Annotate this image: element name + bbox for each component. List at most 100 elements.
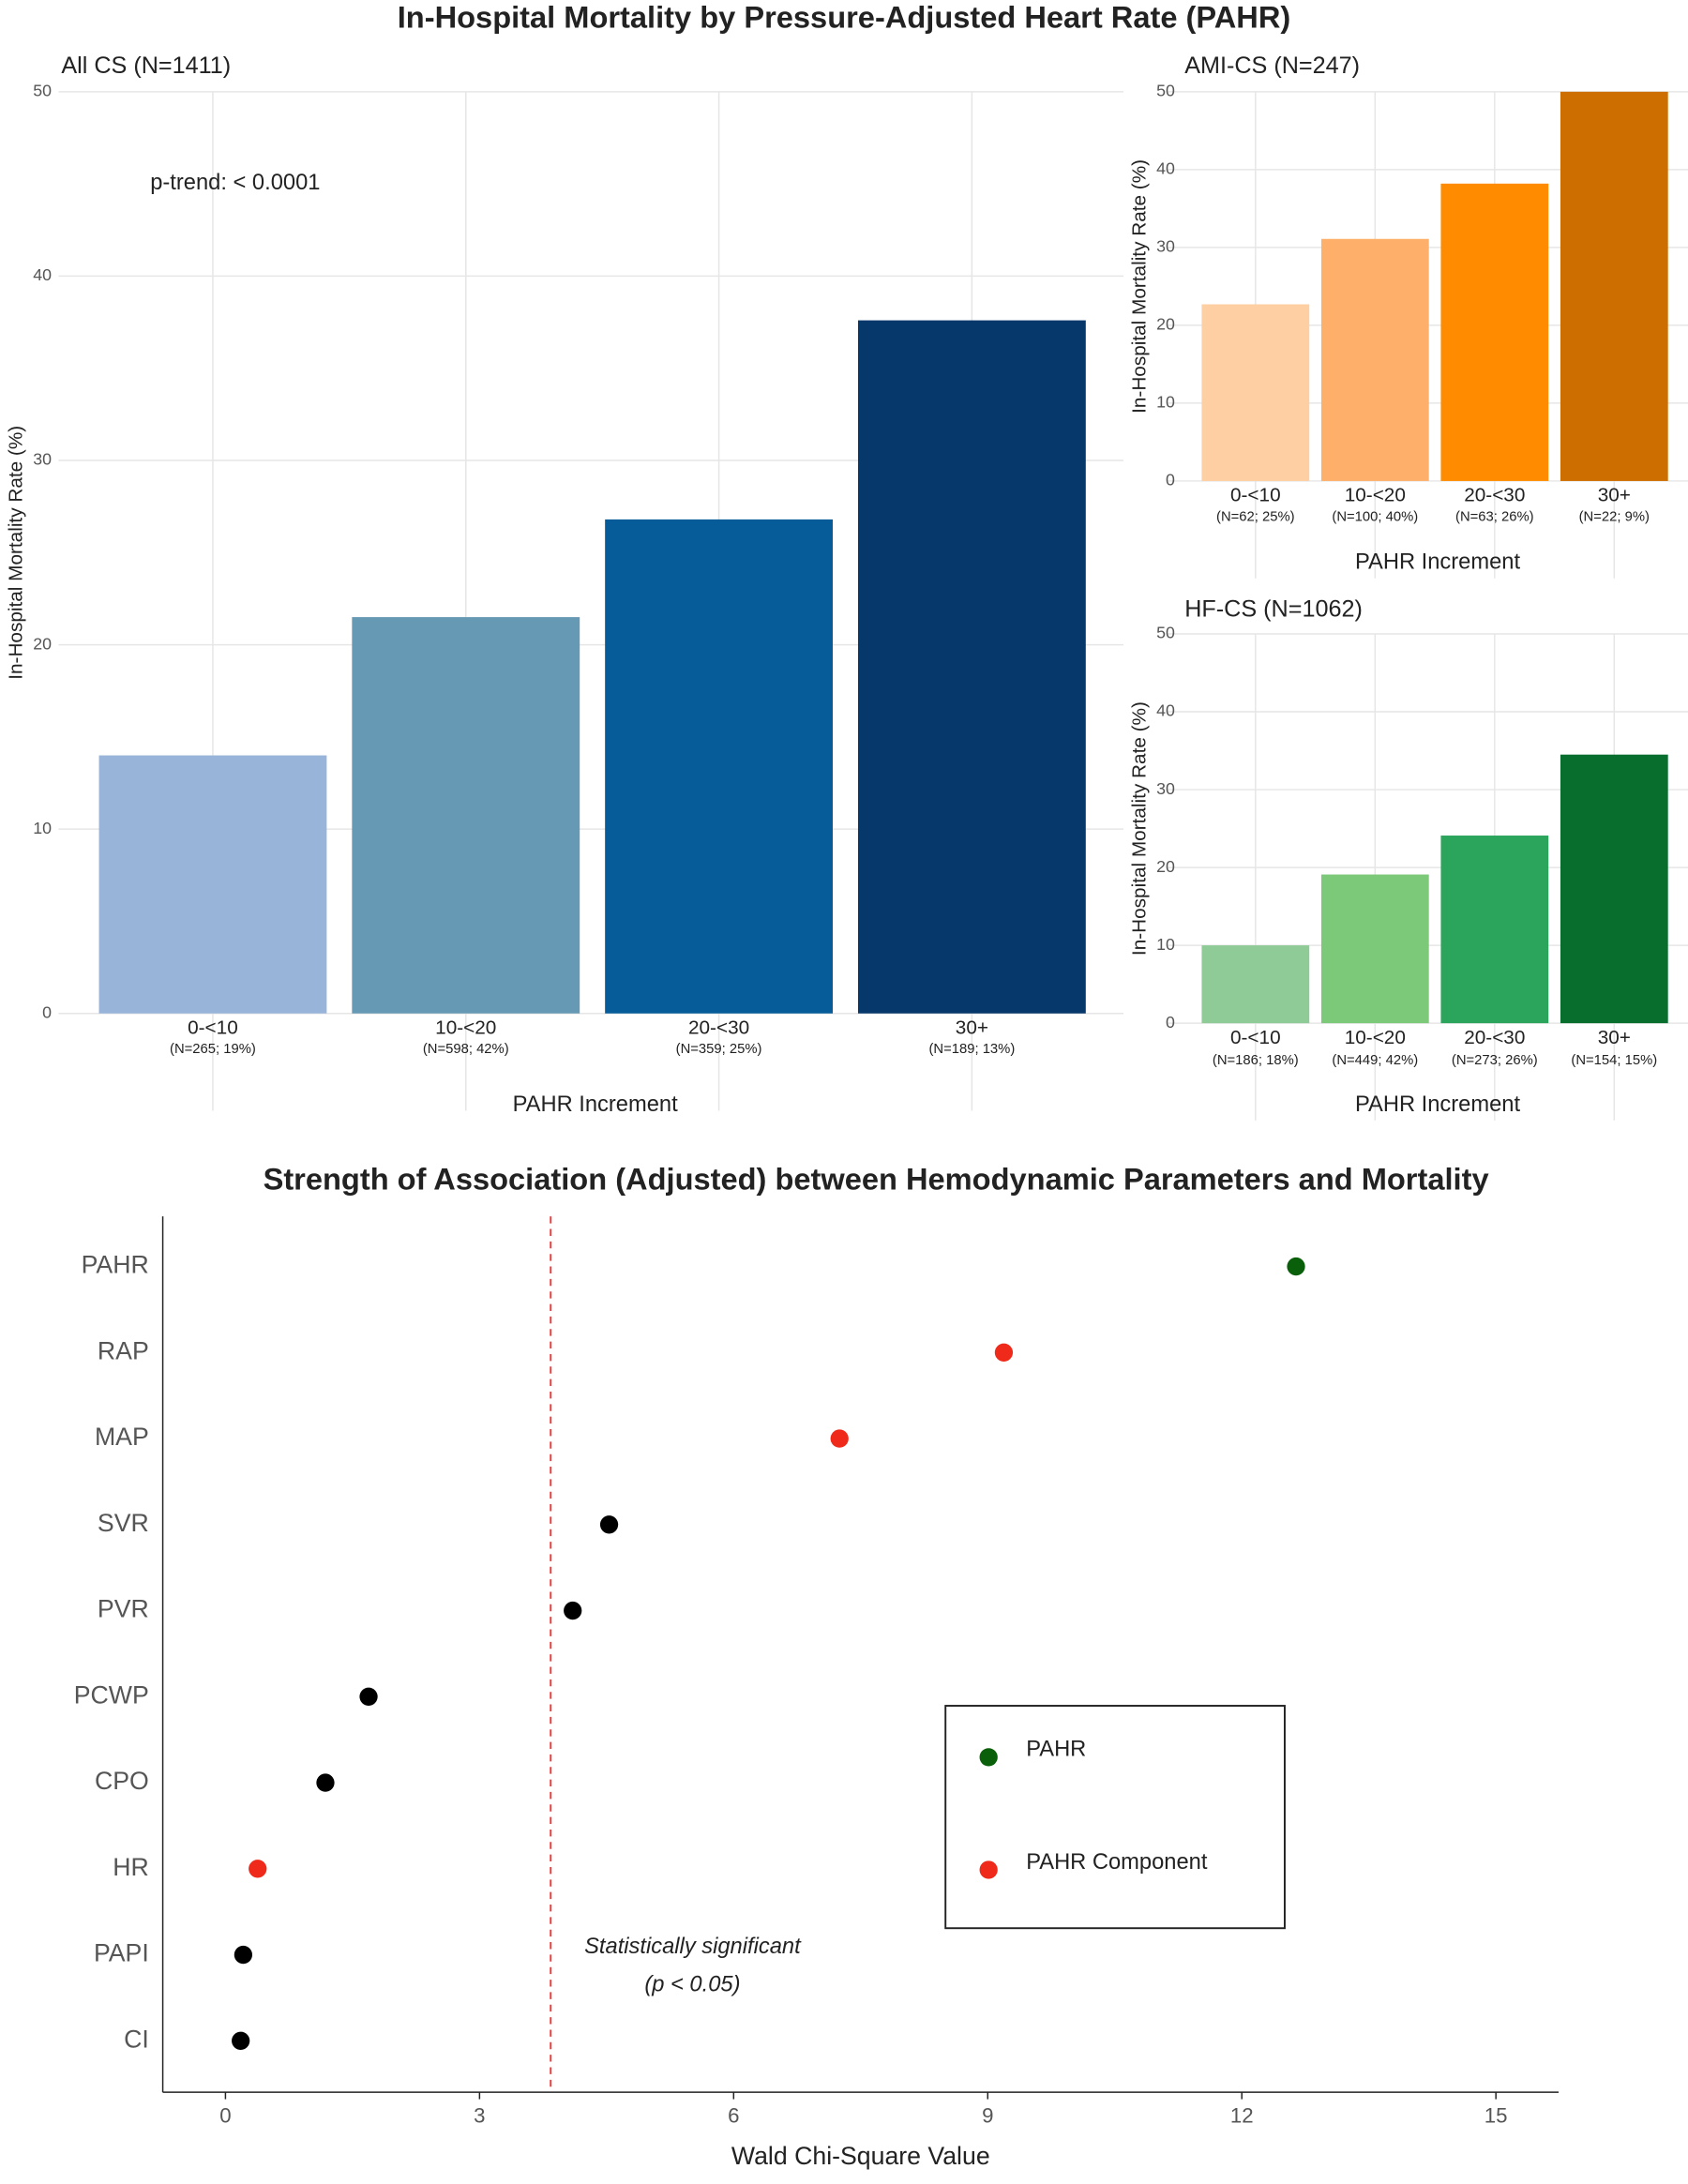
- x-tick-sublabel: (N=449; 42%): [1332, 1053, 1418, 1068]
- x-axis-label: PAHR Increment: [1355, 550, 1520, 575]
- point: [234, 1945, 253, 1965]
- x-tick-label: 10-<20: [435, 1017, 496, 1039]
- x-tick-sublabel: (N=273; 26%): [1452, 1053, 1538, 1068]
- annotation: p-trend: < 0.0001: [150, 171, 320, 195]
- x-tick-label: 20-<30: [1464, 1027, 1525, 1048]
- x-tick-sublabel: (N=265; 19%): [170, 1042, 256, 1057]
- x-tick-label: 9: [982, 2104, 993, 2128]
- y-tick-label: 20: [1156, 857, 1175, 876]
- x-axis-label: PAHR Increment: [513, 1092, 678, 1117]
- point: [232, 2031, 250, 2050]
- x-tick-sublabel: (N=63; 26%): [1455, 509, 1534, 524]
- y-tick-label: PVR: [98, 1595, 149, 1623]
- x-tick-label: 30+: [1598, 1027, 1631, 1048]
- bar: [1201, 304, 1310, 481]
- point: [830, 1429, 849, 1448]
- point: [564, 1601, 582, 1620]
- point: [249, 1860, 267, 1878]
- y-tick-label: 10: [1156, 393, 1175, 412]
- y-tick-label: 30: [33, 450, 52, 469]
- y-tick-label: PAPI: [94, 1939, 149, 1967]
- point: [1287, 1257, 1305, 1276]
- y-tick-label: 50: [1156, 624, 1175, 642]
- y-tick-label: 20: [33, 634, 52, 653]
- y-tick-label: 10: [1156, 935, 1175, 954]
- y-tick-label: PCWP: [74, 1680, 149, 1709]
- x-tick-label: 20-<30: [688, 1017, 749, 1039]
- y-axis-label: In-Hospital Mortality Rate (%): [5, 426, 26, 680]
- point: [316, 1773, 335, 1792]
- x-tick-label: 0-<10: [1230, 1027, 1281, 1048]
- x-tick-label: 0: [219, 2104, 231, 2128]
- x-tick-sublabel: (N=154; 15%): [1571, 1053, 1657, 1068]
- x-tick-label: 12: [1230, 2104, 1254, 2128]
- x-tick-label: 3: [474, 2104, 485, 2128]
- figure-title: In-Hospital Mortality by Pressure-Adjust…: [398, 0, 1290, 34]
- x-tick-label: 10-<20: [1345, 485, 1406, 506]
- x-tick-sublabel: (N=62; 25%): [1216, 509, 1295, 524]
- bar: [1440, 836, 1549, 1024]
- y-tick-label: HR: [113, 1853, 149, 1881]
- bar: [1201, 945, 1310, 1024]
- bar: [1320, 238, 1429, 481]
- x-tick-label: 20-<30: [1464, 485, 1525, 506]
- annotation: Statistically significant: [584, 1935, 802, 1959]
- x-axis-label: PAHR Increment: [1355, 1092, 1520, 1117]
- y-tick-label: 0: [1166, 471, 1175, 490]
- annotation: (p < 0.05): [644, 1972, 740, 1996]
- x-tick-label: 0-<10: [1230, 485, 1281, 506]
- chart-title: All CS (N=1411): [61, 53, 231, 79]
- x-tick-label: 15: [1485, 2104, 1508, 2128]
- x-tick-label: 0-<10: [188, 1017, 238, 1039]
- x-tick-sublabel: (N=359; 25%): [676, 1042, 762, 1057]
- bar: [1560, 91, 1668, 481]
- x-tick-sublabel: (N=598; 42%): [423, 1042, 509, 1057]
- x-tick-label: 6: [728, 2104, 739, 2128]
- x-tick-sublabel: (N=100; 40%): [1332, 509, 1418, 524]
- y-tick-label: PAHR: [82, 1251, 149, 1279]
- y-tick-label: 40: [1156, 159, 1175, 178]
- y-tick-label: 30: [1156, 779, 1175, 798]
- y-tick-label: 50: [33, 82, 52, 100]
- chart-title: Strength of Association (Adjusted) betwe…: [264, 1162, 1489, 1197]
- legend-label: PAHR Component: [1026, 1850, 1208, 1875]
- y-tick-label: 50: [1156, 82, 1175, 100]
- bar: [1320, 874, 1429, 1024]
- y-tick-label: 0: [42, 1002, 52, 1021]
- legend-marker: [979, 1748, 998, 1767]
- y-tick-label: 0: [1166, 1013, 1175, 1032]
- x-tick-sublabel: (N=189; 13%): [928, 1042, 1015, 1057]
- x-tick-label: 10-<20: [1345, 1027, 1406, 1048]
- legend-label: PAHR: [1026, 1738, 1086, 1762]
- chart-title: AMI-CS (N=247): [1184, 53, 1360, 79]
- y-tick-label: CI: [124, 2025, 149, 2053]
- y-tick-label: SVR: [98, 1509, 149, 1537]
- bar: [98, 755, 327, 1014]
- y-tick-label: 30: [1156, 237, 1175, 256]
- x-tick-sublabel: (N=186; 18%): [1213, 1053, 1299, 1068]
- bar: [1440, 183, 1549, 481]
- x-axis-label: Wald Chi-Square Value: [731, 2142, 990, 2170]
- x-tick-label: 30+: [956, 1017, 988, 1039]
- y-tick-label: RAP: [98, 1336, 149, 1364]
- y-tick-label: CPO: [95, 1767, 149, 1795]
- x-tick-sublabel: (N=22; 9%): [1579, 509, 1650, 524]
- chart-title: HF-CS (N=1062): [1184, 595, 1363, 622]
- y-tick-label: 20: [1156, 315, 1175, 334]
- bar: [605, 519, 833, 1014]
- y-tick-label: MAP: [95, 1423, 149, 1451]
- y-tick-label: 40: [33, 265, 52, 284]
- point: [599, 1515, 619, 1534]
- y-tick-label: 10: [33, 819, 52, 837]
- bar: [352, 617, 580, 1014]
- point: [359, 1687, 378, 1706]
- bar: [1560, 754, 1668, 1024]
- y-tick-label: 40: [1156, 701, 1175, 720]
- legend-marker: [979, 1860, 998, 1879]
- x-tick-label: 30+: [1598, 485, 1631, 506]
- y-axis-label: In-Hospital Mortality Rate (%): [1128, 701, 1150, 956]
- point: [994, 1343, 1014, 1362]
- bar: [857, 320, 1086, 1014]
